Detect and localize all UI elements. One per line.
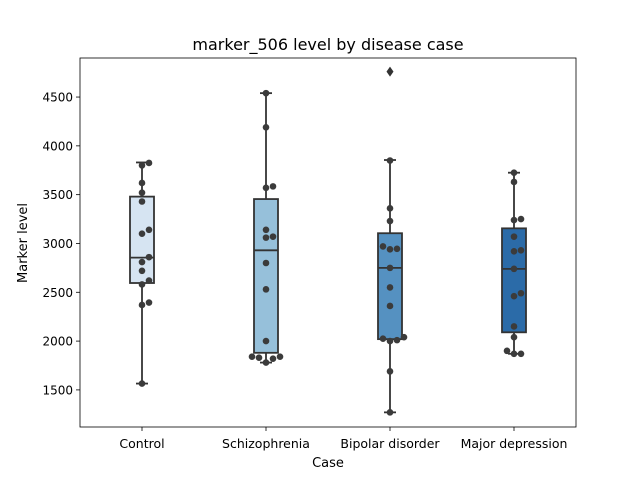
data-point bbox=[517, 289, 525, 297]
data-point bbox=[510, 233, 518, 240]
chart-title: marker_506 level by disease case bbox=[192, 35, 463, 55]
data-point bbox=[379, 335, 387, 342]
data-point bbox=[379, 243, 387, 250]
data-point bbox=[138, 179, 146, 187]
y-axis-label: Marker level bbox=[16, 203, 31, 283]
data-point bbox=[262, 359, 270, 366]
data-point bbox=[517, 350, 525, 358]
y-tick-label: 3000 bbox=[42, 237, 73, 251]
data-point bbox=[510, 169, 518, 177]
data-point bbox=[386, 264, 394, 272]
data-point bbox=[262, 286, 270, 293]
data-point bbox=[510, 333, 518, 341]
data-point bbox=[510, 292, 518, 300]
x-tick-label: Major depression bbox=[461, 436, 568, 451]
data-point bbox=[138, 380, 146, 387]
data-point bbox=[386, 217, 394, 225]
data-point bbox=[262, 234, 270, 241]
data-point bbox=[386, 157, 394, 164]
x-axis-label: Case bbox=[312, 456, 344, 471]
data-point bbox=[138, 162, 146, 169]
data-point bbox=[145, 159, 153, 167]
data-point bbox=[138, 267, 146, 275]
data-point bbox=[386, 337, 394, 345]
data-point bbox=[138, 281, 146, 288]
data-point bbox=[145, 299, 153, 306]
data-point bbox=[510, 178, 518, 186]
data-point bbox=[145, 253, 153, 261]
box bbox=[501, 227, 527, 334]
x-tick-label: Schizophrenia bbox=[222, 436, 310, 451]
y-tick-label: 4500 bbox=[42, 91, 73, 105]
data-point bbox=[262, 259, 270, 267]
plot-area: 1500 2000 2500 3000 3500 4000 4500 Control Schiz… bbox=[42, 57, 577, 451]
data-point bbox=[386, 409, 394, 416]
data-point bbox=[393, 245, 401, 253]
y-tick-label: 3500 bbox=[42, 188, 73, 202]
box bbox=[129, 195, 155, 284]
y-tick-label: 2500 bbox=[42, 286, 73, 300]
data-point bbox=[255, 354, 263, 361]
plot-frame bbox=[79, 57, 577, 428]
data-point bbox=[145, 277, 153, 284]
data-point bbox=[510, 350, 518, 358]
x-tick-label: Control bbox=[119, 436, 164, 451]
data-point bbox=[262, 124, 270, 131]
data-point bbox=[269, 233, 277, 240]
data-point bbox=[386, 302, 394, 310]
data-point bbox=[262, 337, 270, 345]
data-point bbox=[386, 368, 394, 375]
x-tick-label: Bipolar disorder bbox=[340, 436, 440, 451]
data-point bbox=[262, 184, 270, 192]
data-point bbox=[510, 216, 518, 224]
data-point bbox=[517, 215, 525, 223]
data-point bbox=[138, 198, 146, 205]
data-point bbox=[386, 284, 394, 291]
data-point bbox=[503, 347, 511, 355]
data-point bbox=[386, 205, 394, 212]
data-point bbox=[138, 301, 146, 309]
data-point bbox=[269, 183, 277, 190]
y-tick-label: 1500 bbox=[42, 383, 73, 397]
data-point bbox=[400, 333, 408, 341]
data-point bbox=[510, 247, 518, 255]
data-point bbox=[269, 355, 277, 362]
data-point bbox=[138, 258, 146, 266]
data-point bbox=[248, 353, 256, 361]
data-point bbox=[517, 247, 525, 254]
data-point bbox=[510, 265, 518, 273]
box bbox=[253, 198, 279, 354]
data-point bbox=[386, 246, 394, 253]
data-point bbox=[510, 323, 518, 330]
y-tick-label: 4000 bbox=[42, 139, 73, 153]
data-point bbox=[145, 226, 153, 234]
data-point bbox=[276, 353, 284, 361]
y-tick-label: 2000 bbox=[42, 335, 73, 349]
data-point bbox=[138, 189, 146, 197]
outlier-marker bbox=[386, 66, 394, 77]
data-point bbox=[393, 336, 401, 344]
data-point bbox=[262, 226, 270, 234]
data-point bbox=[262, 89, 270, 97]
data-point bbox=[138, 230, 146, 238]
